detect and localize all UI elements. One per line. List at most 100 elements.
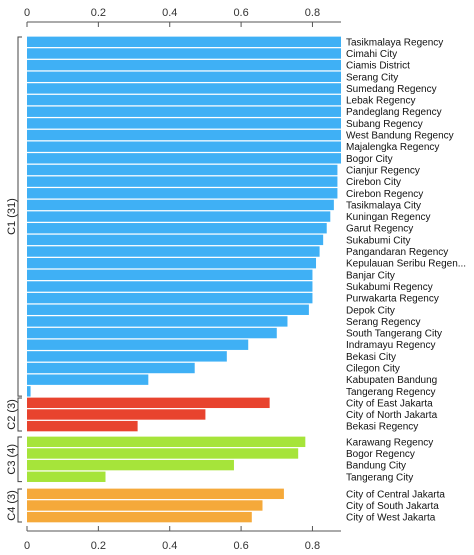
bar xyxy=(27,459,234,471)
bar xyxy=(27,36,341,48)
bar xyxy=(27,153,341,164)
row-label: Cirebon City xyxy=(346,177,401,188)
bar xyxy=(27,129,341,141)
cluster-label: C2 (3) xyxy=(6,399,18,430)
row-label: Bekasi City xyxy=(346,352,396,363)
top-axis: 0 0.2 0.4 0.6 0.8 xyxy=(24,7,341,27)
row-label: Bogor City xyxy=(346,154,393,165)
top-axis-tick-label: 0.4 xyxy=(162,7,177,19)
row-label: Sukabumi City xyxy=(346,235,410,246)
row-label: Sumedang Regency xyxy=(346,84,437,95)
bar xyxy=(27,269,313,281)
bar xyxy=(27,339,249,350)
bar xyxy=(27,304,309,315)
row-label: Serang Regency xyxy=(346,317,421,328)
bar xyxy=(27,409,206,420)
bottom-axis: 0 0.2 0.4 0.6 0.8 xyxy=(24,526,341,552)
bar xyxy=(27,141,341,152)
top-axis-tick-label: 0.6 xyxy=(233,7,248,19)
row-label: Kabupaten Bandung xyxy=(346,375,437,386)
row-label: Bogor Regency xyxy=(346,449,415,460)
bar xyxy=(27,118,341,129)
cluster-label: C4 (3) xyxy=(6,490,18,521)
row-label: Depok City xyxy=(346,305,395,316)
row-label: Banjar City xyxy=(346,270,395,281)
row-label: Cimahi City xyxy=(346,49,397,60)
bar xyxy=(27,351,227,362)
row-label: City of South Jakarta xyxy=(346,501,439,512)
bar xyxy=(27,374,149,385)
bar xyxy=(27,106,341,117)
bar xyxy=(27,211,331,222)
row-label: Serang City xyxy=(346,72,398,83)
row-label: Kuningan Regency xyxy=(346,212,431,223)
row-label: Sukabumi Regency xyxy=(346,282,433,293)
row-label: Majalengka Regency xyxy=(346,142,439,153)
top-axis-tick-label: 0.8 xyxy=(305,7,320,19)
cluster-bracket xyxy=(17,436,22,483)
bar xyxy=(27,471,106,482)
bar xyxy=(27,257,317,269)
row-label: Cirebon Regency xyxy=(346,189,423,200)
bar xyxy=(27,94,341,106)
bar xyxy=(27,500,263,511)
row-label: Tangerang City xyxy=(346,472,413,483)
row-label: Tasikmalaya Regency xyxy=(346,37,443,48)
bar xyxy=(27,59,341,71)
row-label: Tangerang Regency xyxy=(346,387,436,398)
bar xyxy=(27,436,306,448)
row-label: Bandung City xyxy=(346,461,406,472)
bar xyxy=(27,327,277,339)
cluster-bracket xyxy=(17,488,22,523)
row-label: Kepulauan Seribu Regen... xyxy=(346,259,466,270)
row-label: City of West Jakarta xyxy=(346,513,436,524)
bar xyxy=(27,199,334,211)
row-label: Bekasi Regency xyxy=(346,422,418,433)
row-label: Garut Regency xyxy=(346,224,413,235)
bar xyxy=(27,292,313,304)
bottom-axis-tick-label: 0.4 xyxy=(162,540,177,552)
bar xyxy=(27,234,324,246)
bar xyxy=(27,397,270,409)
bar xyxy=(27,71,341,82)
bar xyxy=(27,488,284,500)
row-label: Cianjur Regency xyxy=(346,165,420,176)
row-label: West Bandung Regency xyxy=(346,131,454,142)
bottom-axis-tick-label: 0.6 xyxy=(233,540,248,552)
cluster-label: C1 (31) xyxy=(6,198,18,235)
row-label: Subang Regency xyxy=(346,119,423,130)
row-label: Indramayu Regency xyxy=(346,340,436,351)
top-axis-tick-label: 0 xyxy=(24,7,30,19)
top-axis-tick-label: 0.2 xyxy=(91,7,106,19)
row-label: City of East Jakarta xyxy=(346,398,433,409)
bottom-axis-tick-label: 0.8 xyxy=(305,540,320,552)
row-label: South Tangerang City xyxy=(346,329,442,340)
row-label: City of North Jakarta xyxy=(346,410,438,421)
row-label: City of Central Jakarta xyxy=(346,489,445,500)
row-label: Pandeglang Regency xyxy=(346,107,442,118)
bar xyxy=(27,176,338,187)
bar xyxy=(27,48,341,59)
bar xyxy=(27,223,327,234)
row-label: Purwakarta Regency xyxy=(346,294,439,305)
cluster-bracket xyxy=(17,397,22,432)
row-label: Tasikmalaya City xyxy=(346,200,421,211)
bar xyxy=(27,511,252,523)
bottom-axis-tick-label: 0 xyxy=(24,540,30,552)
row-label: Cilegon City xyxy=(346,364,400,375)
row-label: Karawang Regency xyxy=(346,437,433,448)
row-label: Lebak Regency xyxy=(346,96,416,107)
bar xyxy=(27,362,195,374)
bar xyxy=(27,386,31,397)
bar xyxy=(27,83,341,94)
bar xyxy=(27,420,138,432)
cluster-bracket xyxy=(17,36,22,397)
bar xyxy=(27,164,338,176)
bar xyxy=(27,246,320,257)
